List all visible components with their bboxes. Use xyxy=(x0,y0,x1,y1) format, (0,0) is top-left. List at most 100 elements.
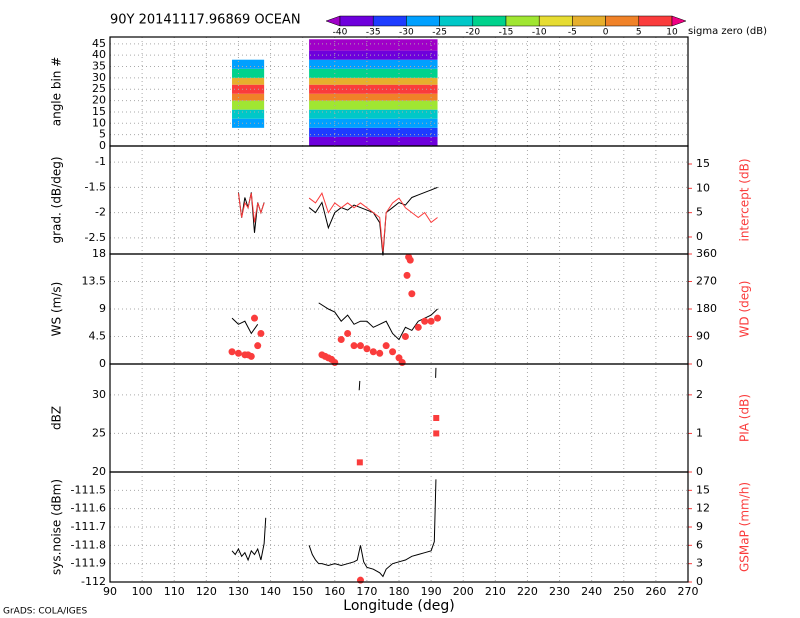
y-tick-label: -111.6 xyxy=(71,502,106,515)
marker xyxy=(356,459,363,466)
x-tick-label: 200 xyxy=(453,585,474,598)
heatmap-cell xyxy=(309,59,438,69)
y2-axis-label: intercept (dB) xyxy=(738,158,752,241)
y-tick-label: 20 xyxy=(92,465,106,478)
colorbar-label: -10 xyxy=(532,28,547,38)
x-tick-label: 190 xyxy=(421,585,442,598)
series-line xyxy=(237,192,438,252)
heatmap-cell xyxy=(309,109,438,119)
heatmap-cell xyxy=(232,100,265,110)
y-tick-label: 30 xyxy=(92,388,106,401)
y2-axis-label: PIA (dB) xyxy=(738,394,752,442)
colorbar-cap xyxy=(671,15,687,27)
y2-tick-label: 3 xyxy=(696,557,703,570)
colorbar-title: sigma zero (dB) xyxy=(688,26,767,37)
marker xyxy=(414,323,422,331)
heatmap-cell xyxy=(309,93,438,101)
y-tick-label: 30 xyxy=(92,71,106,84)
y2-tick-label: 0 xyxy=(696,357,703,370)
y-tick-label: -111.8 xyxy=(71,538,106,551)
y-tick-label: -111.9 xyxy=(71,557,106,570)
x-tick-label: 220 xyxy=(517,585,538,598)
marker xyxy=(363,345,371,353)
marker xyxy=(344,329,352,337)
y2-tick-label: 9 xyxy=(696,520,703,533)
series-line xyxy=(358,367,437,391)
marker xyxy=(254,342,262,350)
y-tick-label: 40 xyxy=(92,48,106,61)
y-tick-label: 25 xyxy=(92,426,106,439)
marker xyxy=(369,348,377,356)
marker xyxy=(398,358,406,366)
chart-title: 90Y 20141117.96869 OCEAN xyxy=(110,13,301,28)
heatmap-cell xyxy=(232,93,265,101)
heatmap-cell xyxy=(309,136,438,146)
marker xyxy=(403,271,411,279)
y-tick-label: -111.7 xyxy=(71,520,106,533)
y2-tick-label: 2 xyxy=(696,388,703,401)
y-axis-label: WS (m/s) xyxy=(50,282,64,337)
heatmap-cell xyxy=(309,77,438,85)
colorbar-label: -35 xyxy=(366,28,381,38)
y2-axis-label: WD (deg) xyxy=(738,281,752,338)
marker xyxy=(350,342,358,350)
y-tick-label: 35 xyxy=(92,60,106,73)
marker xyxy=(337,336,345,344)
colorbar-swatch xyxy=(372,15,407,27)
x-tick-label: 260 xyxy=(645,585,666,598)
colorbar-swatch xyxy=(406,15,440,27)
colorbar-swatch xyxy=(472,15,507,27)
heatmap-cell xyxy=(232,77,265,85)
colorbar-label: -20 xyxy=(465,28,480,38)
colorbar-label: -30 xyxy=(399,28,414,38)
x-tick-label: 120 xyxy=(196,585,217,598)
x-tick-label: 100 xyxy=(132,585,153,598)
marker xyxy=(406,256,414,264)
heatmap-cell xyxy=(309,50,438,60)
y-axis-label: dBZ xyxy=(50,406,64,430)
y2-tick-label: 90 xyxy=(696,330,710,343)
colorbar-swatch xyxy=(572,15,606,27)
y2-tick-label: 5 xyxy=(696,206,703,219)
x-tick-label: 270 xyxy=(678,585,699,598)
y-axis-label: grad. (dB/deg) xyxy=(50,156,64,243)
y-tick-label: -112 xyxy=(81,575,106,588)
colorbar-label: 0 xyxy=(603,28,609,38)
y-axis-label: angle bin # xyxy=(50,57,64,127)
marker xyxy=(247,352,255,360)
marker xyxy=(257,329,265,337)
y-tick-label: -111.5 xyxy=(71,483,106,496)
heatmap-cell xyxy=(309,118,438,128)
colorbar-swatch xyxy=(605,15,640,27)
x-tick-label: 160 xyxy=(324,585,345,598)
y2-tick-label: 6 xyxy=(696,538,703,551)
heatmap-cell xyxy=(232,68,265,78)
colorbar-label: -5 xyxy=(568,28,577,38)
x-tick-label: 240 xyxy=(581,585,602,598)
x-axis-label: Longitude (deg) xyxy=(343,598,454,614)
colorbar-label: 10 xyxy=(666,28,678,38)
marker xyxy=(376,349,384,357)
marker xyxy=(434,314,442,322)
heatmap-cell xyxy=(309,39,438,51)
marker xyxy=(356,342,364,350)
marker xyxy=(421,317,429,325)
heatmap-cell xyxy=(309,100,438,110)
colorbar-label: -15 xyxy=(499,28,514,38)
y-tick-label: 13.5 xyxy=(82,275,107,288)
marker xyxy=(228,348,236,356)
colorbar-swatch xyxy=(538,15,573,27)
y-tick-label: 20 xyxy=(92,94,106,107)
x-tick-label: 110 xyxy=(164,585,185,598)
y2-tick-label: 270 xyxy=(696,275,717,288)
colorbar-label: -40 xyxy=(333,28,348,38)
colorbar-swatch xyxy=(439,15,474,27)
marker xyxy=(433,415,440,421)
marker xyxy=(408,290,416,298)
marker xyxy=(389,348,397,356)
y-tick-label: -1 xyxy=(95,155,106,168)
y-tick-label: 45 xyxy=(92,37,106,50)
x-tick-label: 180 xyxy=(389,585,410,598)
x-tick-label: 130 xyxy=(228,585,249,598)
x-tick-label: 210 xyxy=(485,585,506,598)
